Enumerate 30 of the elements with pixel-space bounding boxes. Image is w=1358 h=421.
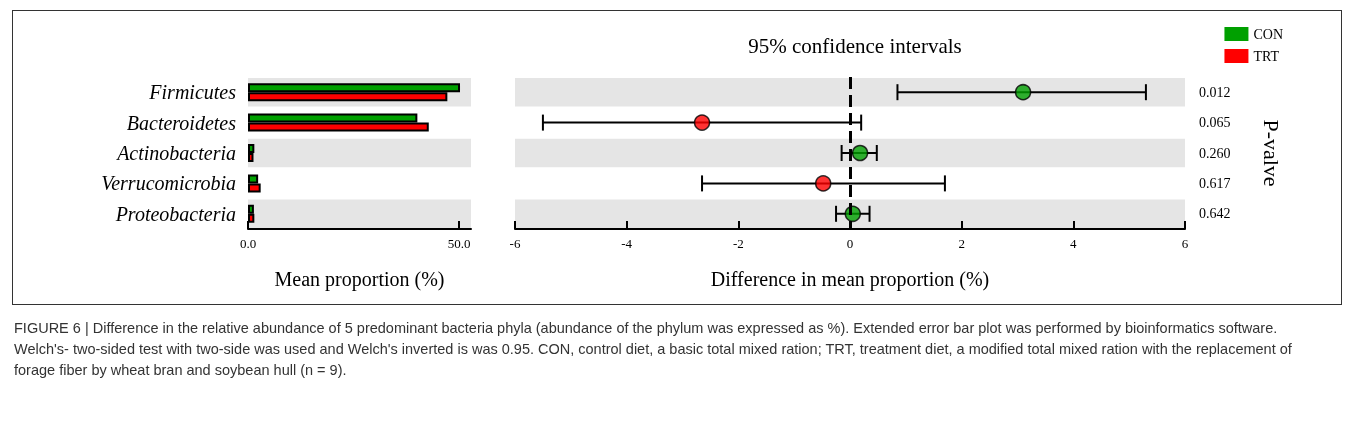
point [851,144,869,162]
x-axis-title: Mean proportion (%) [274,268,445,291]
x-tick-label: -4 [621,236,633,251]
y2-axis-title: P-valve [1258,119,1284,187]
legend-label: CON [1253,26,1283,42]
point [693,114,711,131]
caption: FIGURE 6 | Difference in the relative abundance of 5 predominant bacteria phyla (abundance of the phylum was expressed as %). Extended error bar plot was performed by bioinformatics software. Welch's- two-sided test with two-side was used and Welch's inverted is was 0.95. CON, control diet, a basic total mixed ration; TRT, treatment diet, a modified total mixed ration with the replacement of forage fiber by wheat bran and soybean hull (n = 9). [14,319,1293,380]
point [814,175,832,192]
y-tick-label: Verrucomicrobia [101,172,236,195]
y-tick-label: Proteobacteria [114,202,236,225]
x-tick-label: 50.0 [447,236,471,251]
y2-tick-label: 0.012 [1199,84,1231,100]
legend-label: TRT [1253,48,1280,64]
point [1014,83,1032,101]
y2-tick-label: 0.260 [1199,145,1231,161]
chart-title: 95% confidence intervals [748,33,962,58]
x-tick-label: 4 [1070,236,1078,251]
y2-tick-label: 0.065 [1199,115,1231,131]
x-tick-label: 6 [1181,236,1189,251]
x-tick-label: -6 [509,236,521,251]
y-tick-label: Firmicutes [148,81,237,104]
y2-tick-label: 0.617 [1199,175,1231,191]
x-tick-label: 0.0 [239,236,257,251]
x-axis-title: Difference in mean proportion (%) [710,268,990,291]
y2-tick-label: 0.642 [1199,206,1231,222]
y-tick-label: Actinobacteria [115,142,236,164]
y-tick-label: Bacteroidetes [126,111,237,134]
x-tick-label: 0 [846,236,854,251]
x-tick-label: 2 [958,236,965,251]
x-tick-label: -2 [732,236,744,251]
